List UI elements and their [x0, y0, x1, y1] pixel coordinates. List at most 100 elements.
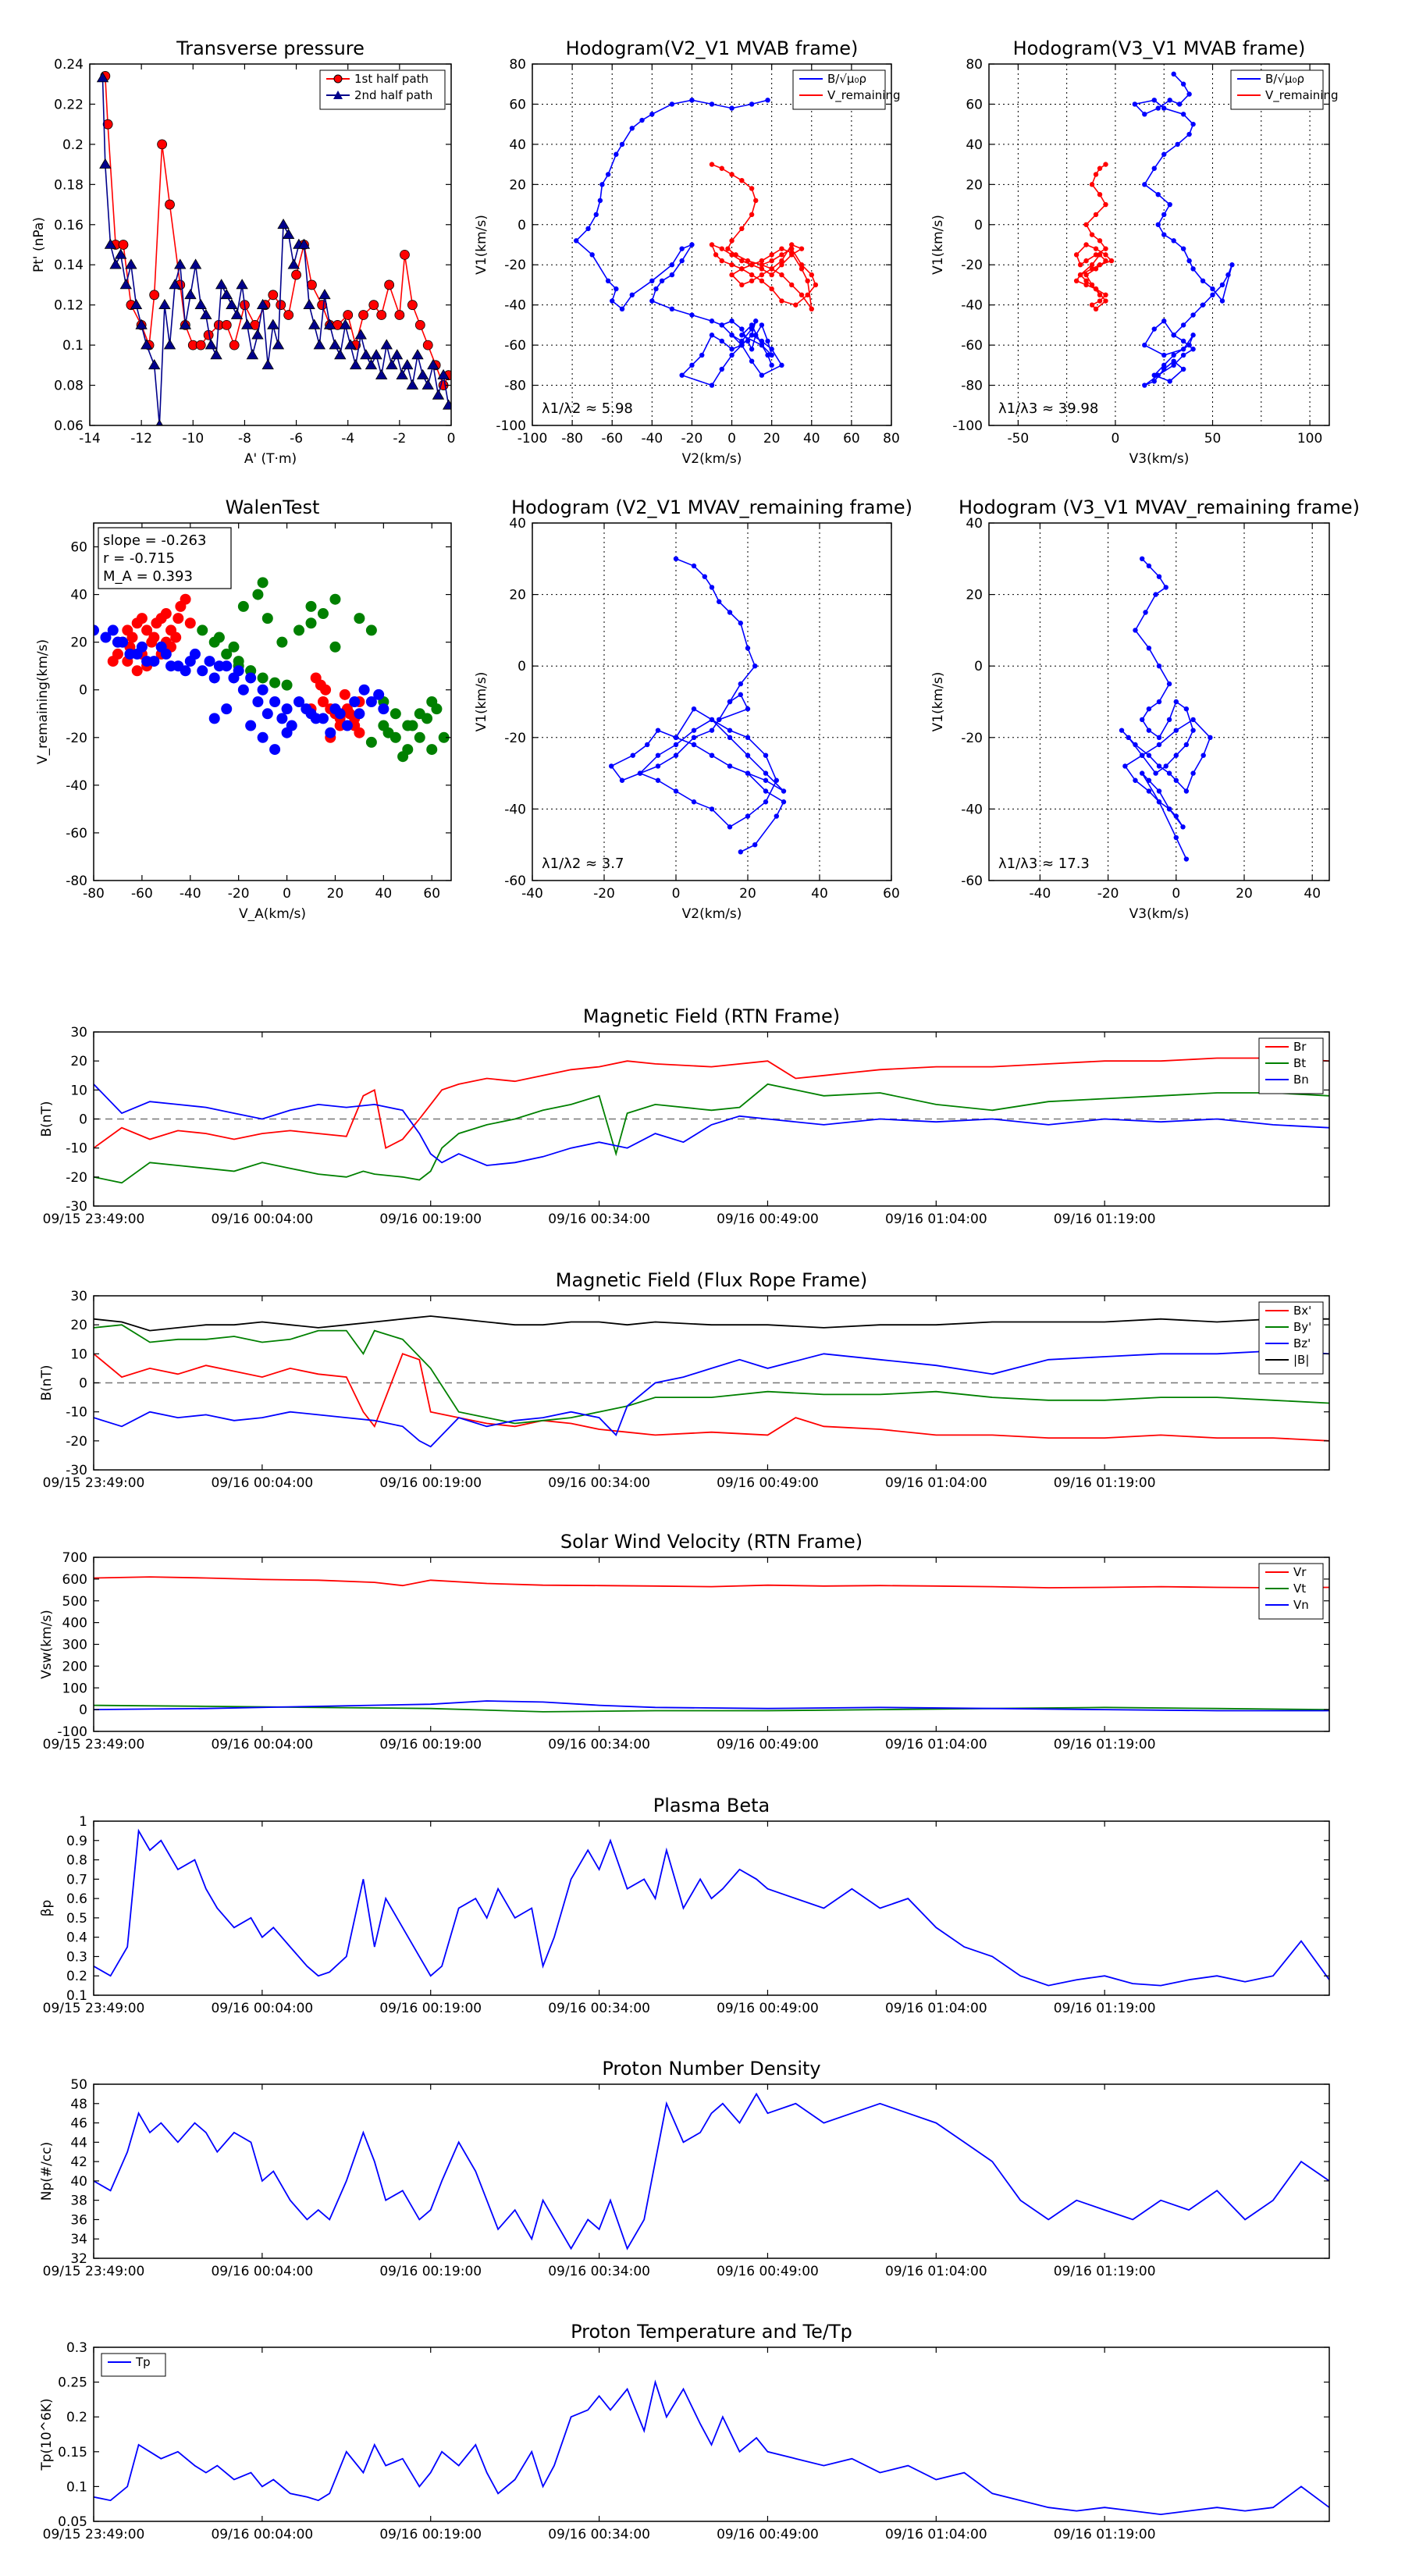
x-tick-label: 09/16 00:34:00: [548, 2527, 650, 2542]
x-tick-label: 20: [327, 886, 344, 902]
y-tick-label: 0.3: [66, 2340, 87, 2356]
legend-label: Br: [1293, 1040, 1307, 1054]
y-tick-label: 0.06: [54, 418, 84, 434]
data-point: [272, 339, 285, 350]
data-point: [1133, 628, 1138, 633]
data-point: [1156, 735, 1162, 740]
data-point: [589, 252, 595, 258]
y-tick-label: -20: [66, 1434, 87, 1450]
data-point: [813, 282, 819, 288]
data-point: [1156, 799, 1162, 805]
data-point: [749, 262, 755, 268]
data-point: [689, 312, 695, 318]
y-tick-label: 0.16: [54, 218, 84, 233]
y-tick-label: 20: [966, 177, 983, 193]
series-v-remaining-line: [710, 163, 816, 310]
y-tick-label: 40: [509, 516, 526, 532]
legend-label: Bz': [1293, 1336, 1311, 1350]
data-point: [1186, 342, 1192, 348]
data-point: [281, 727, 293, 738]
data-point: [1167, 98, 1172, 103]
x-tick-label: -60: [601, 431, 623, 447]
data-point: [373, 688, 385, 700]
x-tick-label: -14: [79, 431, 101, 447]
axes-frame: [93, 2083, 1330, 2259]
data-point: [1171, 71, 1176, 77]
data-point: [629, 292, 635, 298]
data-point: [745, 258, 751, 264]
data-point: [645, 742, 650, 748]
data-point: [769, 362, 774, 368]
data-point: [107, 624, 119, 636]
data-point: [422, 340, 433, 350]
data-point: [725, 246, 731, 251]
y-tick-label: 0.05: [58, 2514, 87, 2530]
legend-label: V_remaining: [1265, 88, 1339, 103]
y-tick-label: 60: [966, 97, 983, 112]
x-axis-label: V2(km/s): [682, 451, 742, 467]
data-point: [179, 318, 192, 329]
y-axis-label: Tp(10^6K): [39, 2398, 55, 2471]
data-point: [155, 419, 163, 425]
data-point: [709, 806, 715, 812]
series-by--line: [94, 1324, 1329, 1425]
data-point: [759, 262, 765, 268]
data-point: [679, 258, 685, 264]
data-point: [109, 258, 122, 269]
data-point: [739, 338, 745, 344]
data-point: [1190, 770, 1196, 776]
data-point: [779, 258, 784, 264]
x-tick-label: 09/16 01:19:00: [1054, 1737, 1156, 1752]
data-point: [1225, 272, 1231, 278]
x-tick-label: 60: [843, 431, 860, 447]
data-point: [291, 269, 301, 280]
data-point: [325, 727, 336, 738]
data-point: [1186, 91, 1192, 97]
y-tick-label: 46: [70, 2116, 87, 2132]
x-tick-label: 40: [375, 886, 393, 902]
data-point: [1161, 366, 1167, 372]
data-point: [1089, 232, 1095, 237]
data-point: [729, 252, 735, 258]
data-point: [310, 713, 322, 724]
data-point: [739, 177, 745, 183]
data-point: [759, 278, 765, 283]
data-point: [1093, 252, 1099, 258]
data-point: [763, 788, 769, 794]
data-point: [1167, 201, 1172, 208]
series-vn-line: [94, 1700, 1329, 1712]
data-point: [1103, 162, 1108, 167]
data-point: [717, 717, 722, 723]
data-point: [1093, 172, 1099, 177]
data-point: [422, 379, 434, 390]
data-point: [382, 727, 394, 738]
y-tick-label: 0.25: [58, 2375, 87, 2391]
data-point: [749, 272, 755, 278]
y-tick-label: 700: [62, 1550, 87, 1566]
data-point: [709, 101, 715, 107]
data-point: [406, 379, 419, 390]
data-point: [276, 713, 288, 724]
data-point: [774, 777, 779, 783]
data-point: [1167, 379, 1172, 384]
data-point: [1083, 222, 1089, 227]
x-tick-label: -4: [341, 431, 354, 447]
data-point: [297, 238, 311, 249]
data-point: [1093, 306, 1099, 312]
chart-walen: WalenTest -80 -60 -40 -20 0 20 40 60 -80 -60 -40 -20…: [35, 496, 452, 922]
data-point: [673, 788, 679, 794]
data-point: [691, 706, 697, 712]
data-point: [809, 272, 814, 278]
data-point: [210, 349, 222, 360]
data-point: [745, 735, 751, 740]
y-tick-label: 0: [79, 683, 87, 699]
x-tick-label: -20: [681, 431, 703, 447]
data-point: [411, 349, 424, 360]
stats-box: [98, 527, 232, 589]
data-point: [669, 272, 675, 278]
data-point: [609, 763, 614, 769]
legend-label: Vn: [1293, 1598, 1309, 1612]
data-point: [1161, 212, 1167, 218]
y-tick-label: 80: [509, 57, 526, 73]
